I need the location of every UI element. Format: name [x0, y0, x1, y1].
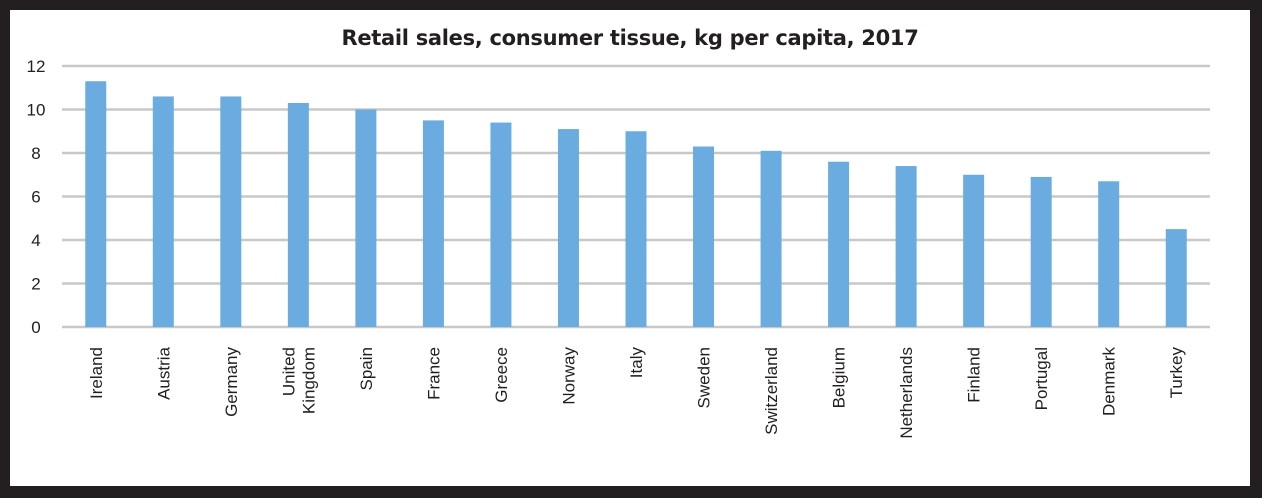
- x-tick-label-united-kingdom-line1: United: [279, 347, 298, 396]
- x-tick-label-ireland: Ireland: [87, 347, 106, 399]
- x-tick-label-united-kingdom-line2: Kingdom: [299, 347, 318, 414]
- y-tick-label-12: 12: [27, 57, 46, 76]
- y-tick-label-4: 4: [31, 231, 40, 250]
- x-tick-label-france: France: [424, 347, 443, 400]
- x-tick-label-germany: Germany: [222, 347, 241, 417]
- y-tick-label-2: 2: [31, 275, 40, 294]
- bar-denmark: [1098, 181, 1120, 327]
- y-tick-label-10: 10: [27, 101, 46, 120]
- x-tick-label-portugal: Portugal: [1032, 347, 1051, 410]
- bar-norway: [557, 129, 579, 327]
- bar-austria: [152, 96, 174, 327]
- x-tick-label-turkey: Turkey: [1167, 347, 1186, 399]
- bar-switzerland: [760, 150, 782, 327]
- y-tick-label-8: 8: [31, 144, 40, 163]
- bar-spain: [355, 109, 377, 327]
- bar-chart: 0 2 4 6 8 10 12 Ireland Austria Germany United King…: [27, 57, 1210, 439]
- bar-ireland: [85, 81, 107, 327]
- y-tick-label-6: 6: [31, 188, 40, 207]
- x-tick-label-greece: Greece: [492, 347, 511, 403]
- bar-turkey: [1165, 229, 1187, 327]
- bar-belgium: [828, 161, 850, 327]
- x-tick-label-spain: Spain: [357, 347, 376, 390]
- x-tick-label-sweden: Sweden: [695, 347, 714, 408]
- x-tick-label-italy: Italy: [627, 347, 646, 379]
- bar-united-kingdom: [287, 102, 309, 327]
- bar-netherlands: [895, 166, 917, 327]
- chart-title: Retail sales, consumer tissue, kg per ca…: [341, 26, 919, 50]
- y-tick-label-0: 0: [31, 318, 40, 337]
- bar-finland: [963, 174, 985, 327]
- x-tick-label-austria: Austria: [154, 346, 173, 399]
- chart-frame: Retail sales, consumer tissue, kg per ca…: [10, 10, 1250, 486]
- x-tick-label-norway: Norway: [559, 347, 578, 405]
- bar-greece: [490, 122, 512, 327]
- x-tick-label-finland: Finland: [965, 347, 984, 403]
- bar-italy: [625, 131, 647, 327]
- x-tick-label-belgium: Belgium: [830, 347, 849, 408]
- x-tick-label-netherlands: Netherlands: [897, 347, 916, 439]
- x-tick-label-denmark: Denmark: [1100, 347, 1119, 416]
- x-tick-label-switzerland: Switzerland: [762, 347, 781, 435]
- bar-germany: [220, 96, 242, 327]
- bar-portugal: [1030, 176, 1052, 327]
- bar-france: [422, 120, 444, 327]
- bar-sweden: [693, 146, 715, 327]
